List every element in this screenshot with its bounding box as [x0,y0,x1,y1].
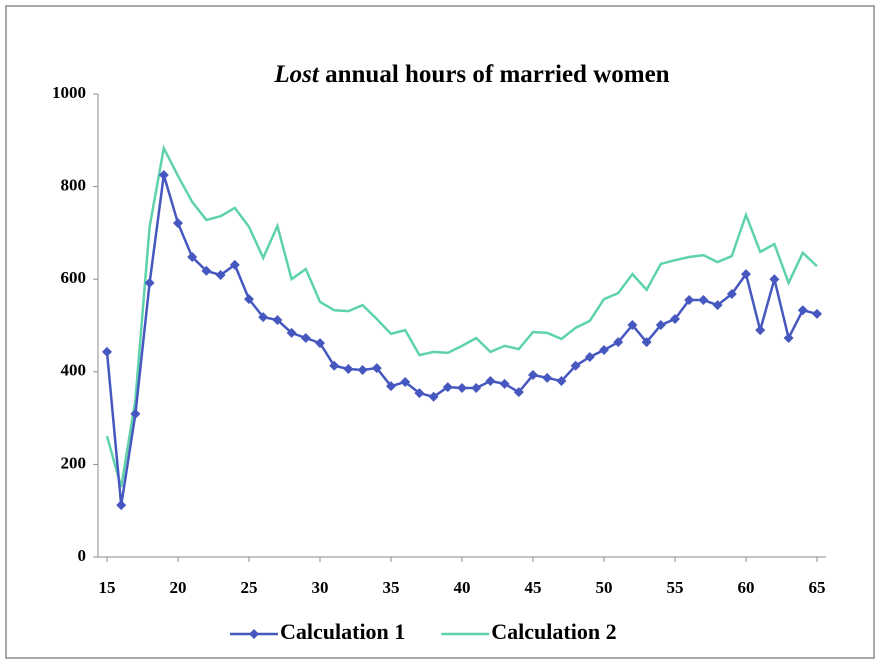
data-point [641,337,652,348]
data-point [613,337,624,348]
data-point [116,500,127,511]
y-tick-label: 0 [78,546,87,565]
data-point [102,346,112,357]
data-point [513,387,524,398]
data-point [244,294,254,305]
data-point [286,327,297,338]
data-point [741,269,751,280]
data-point [556,376,567,387]
y-tick-label: 800 [61,176,87,195]
data-point [797,305,808,316]
data-point [670,314,680,325]
x-tick-label: 20 [170,578,187,597]
x-tick-label: 40 [454,578,471,597]
x-tick-label: 65 [809,578,826,597]
data-point [130,408,141,419]
x-tick-label: 60 [738,578,755,597]
x-tick-label: 50 [596,578,613,597]
data-point [783,333,794,344]
data-point [400,376,411,387]
y-tick-label: 200 [61,453,87,472]
data-point [655,320,666,331]
data-point [499,378,510,389]
data-point [229,259,240,270]
x-tick-label: 55 [667,578,684,597]
y-tick-label: 400 [61,361,87,380]
data-point [315,338,325,349]
data-point [357,364,368,375]
x-tick-label: 30 [312,578,329,597]
data-point [414,388,425,399]
data-point [300,333,311,344]
y-tick-label: 600 [61,268,87,287]
data-point [584,351,595,362]
data-point [698,295,709,306]
data-point [726,289,737,300]
x-tick-label: 45 [525,578,542,597]
data-point [528,370,538,381]
x-tick-label: 15 [99,578,116,597]
data-point [215,270,226,281]
data-point [343,364,354,375]
chart-title: Lost annual hours of married women [273,61,669,88]
data-point [173,218,183,229]
data-point [570,360,581,371]
data-point [712,300,723,311]
data-point [769,274,780,285]
data-point [442,382,453,393]
x-tick-label: 25 [241,578,258,597]
x-tick-label: 35 [383,578,400,597]
data-point [187,251,198,262]
series-line [105,144,818,488]
data-point [457,383,467,394]
data-point [371,363,382,374]
data-point [627,320,638,331]
data-point [272,314,283,325]
data-point [471,383,482,394]
legend-label: Calculation 1 [280,619,405,644]
data-point [258,312,269,323]
data-point [485,376,496,387]
data-point [158,170,169,181]
data-point [386,381,396,392]
y-tick-label: 1000 [52,83,86,102]
legend-marker [249,629,259,639]
data-point [812,308,822,319]
data-point [428,391,439,402]
data-point [755,325,766,336]
data-point [144,277,155,288]
chart-frame [5,5,875,659]
legend-label: Calculation 2 [491,619,616,644]
data-point [329,360,340,371]
data-point [542,372,553,383]
data-point [684,295,695,306]
data-point [599,345,609,356]
data-point [201,265,212,276]
